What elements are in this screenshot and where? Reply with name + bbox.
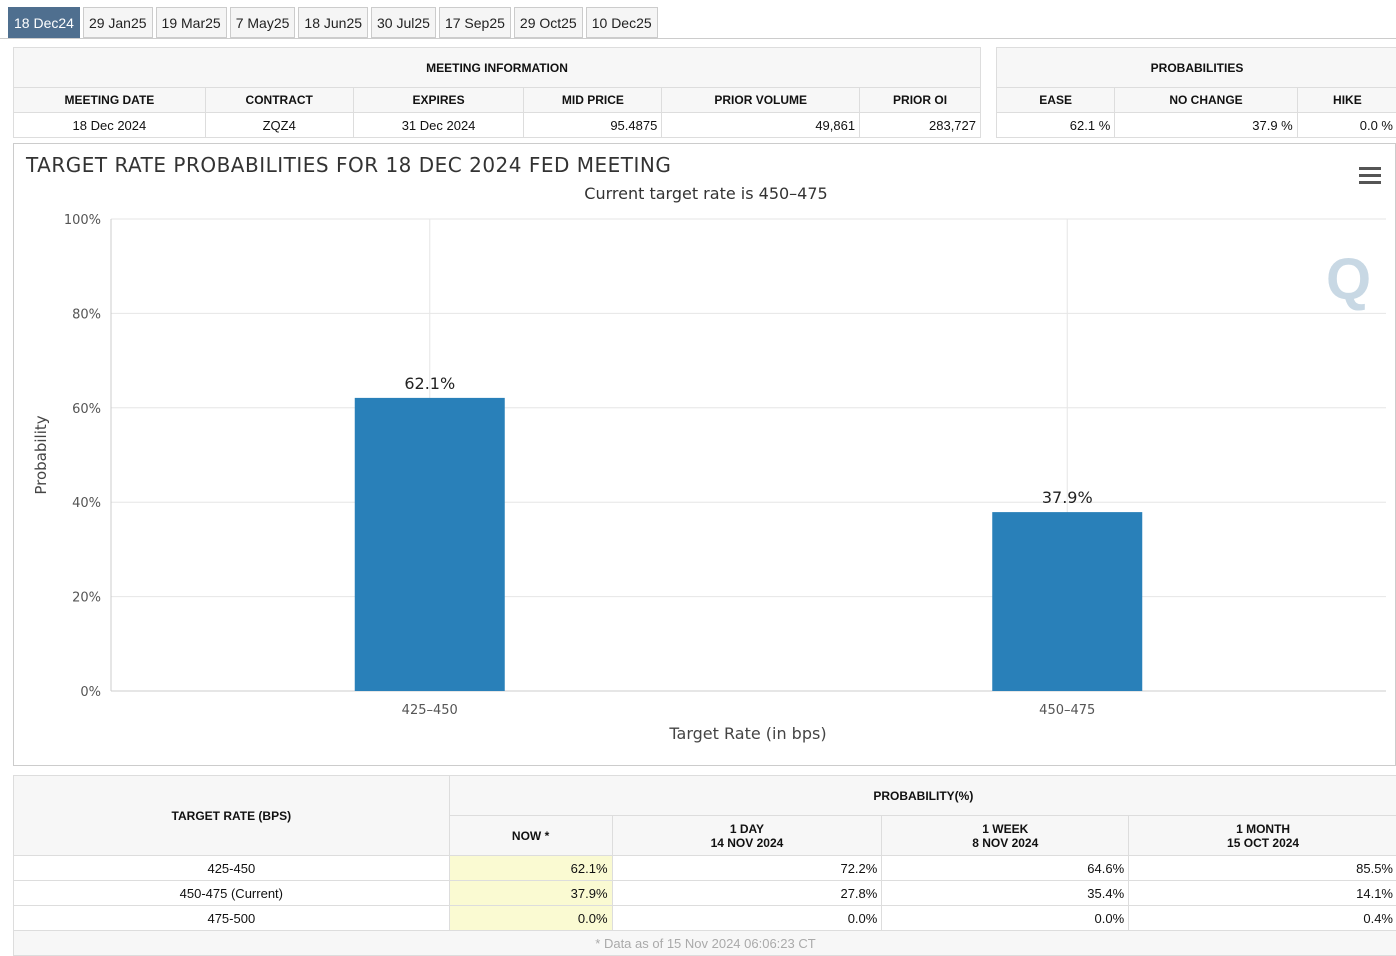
probability-cell: 62.1%	[448, 855, 613, 881]
target-rate-cell: 425-450	[13, 855, 450, 881]
history-col-header: 1 MONTH 15 OCT 2024	[1128, 815, 1396, 856]
probability-cell: 0.0%	[881, 905, 1130, 931]
target-rate-cell: 450-475 (Current)	[13, 880, 450, 906]
chart-panel: TARGET RATE PROBABILITIES FOR 18 DEC 202…	[13, 143, 1396, 766]
meeting-tabs: 18 Dec24 29 Jan25 19 Mar25 7 May25 18 Jun25 3…	[8, 7, 658, 38]
col-label: 1 WEEK	[982, 821, 1029, 836]
x-axis-title: Target Rate (in bps)	[668, 724, 826, 743]
col-label: 1 MONTH	[1236, 821, 1291, 836]
probability-cell: 37.9%	[448, 880, 613, 906]
meeting-info-header: MID PRICE	[523, 87, 663, 113]
meeting-info-header: MEETING DATE	[13, 87, 206, 113]
target-rate-header: TARGET RATE (BPS)	[13, 775, 450, 856]
probability-cell: 27.8%	[611, 880, 883, 906]
probability-cell: 0.0%	[611, 905, 883, 931]
y-tick-label: 80%	[72, 307, 101, 322]
footnote: * Data as of 15 Nov 2024 06:06:23 CT	[13, 930, 1396, 956]
probability-cell: 0.0%	[448, 905, 613, 931]
tab-29-oct25[interactable]: 29 Oct25	[513, 7, 583, 38]
x-tick-label: 425–450	[402, 703, 458, 718]
probabilities-header: NO CHANGE	[1114, 87, 1298, 113]
probability-cell: 0.4%	[1128, 905, 1396, 931]
chart-subtitle: Current target rate is 450–475	[584, 184, 827, 203]
tab-30-jul25[interactable]: 30 Jul25	[371, 7, 436, 38]
tab-7-may25[interactable]: 7 May25	[229, 7, 296, 38]
probability-cell: 64.6%	[881, 855, 1130, 881]
chart-title: TARGET RATE PROBABILITIES FOR 18 DEC 202…	[26, 153, 672, 177]
probabilities-header: EASE	[995, 87, 1116, 113]
tab-17-sep25[interactable]: 17 Sep25	[438, 7, 511, 38]
history-col-header: NOW *	[448, 815, 613, 856]
meeting-info-value: 49,861	[661, 112, 861, 138]
tab-18-dec24[interactable]: 18 Dec24	[8, 7, 80, 38]
history-col-header: 1 DAY 14 NOV 2024	[611, 815, 883, 856]
tab-19-mar25[interactable]: 19 Mar25	[155, 7, 227, 38]
table-row: 425-450 62.1% 72.2% 64.6% 85.5%	[13, 855, 1396, 881]
table-row: 475-500 0.0% 0.0% 0.0% 0.4%	[13, 905, 1396, 931]
meeting-info-header: PRIOR OI	[859, 87, 981, 113]
data-label: 37.9%	[1042, 488, 1093, 507]
col-date: 14 NOV 2024	[710, 835, 784, 850]
probabilities-value: 62.1 %	[995, 112, 1116, 138]
probabilities-value: 0.0 %	[1296, 112, 1396, 138]
y-tick-label: 0%	[80, 685, 101, 700]
divider	[0, 38, 1396, 39]
probabilities-table: PROBABILITIES EASE NO CHANGE HIKE 62.1 % 37.…	[995, 47, 1396, 138]
probabilities-title: PROBABILITIES	[996, 47, 1396, 88]
col-date: 15 OCT 2024	[1227, 835, 1300, 850]
y-tick-label: 40%	[72, 496, 101, 511]
y-tick-label: 60%	[72, 402, 101, 417]
meeting-info-value: 31 Dec 2024	[352, 112, 525, 138]
col-label: NOW *	[511, 828, 550, 843]
col-label: 1 DAY	[729, 821, 765, 836]
meeting-info-header: PRIOR VOLUME	[661, 87, 861, 113]
probabilities-value: 37.9 %	[1114, 112, 1298, 138]
probability-cell: 35.4%	[881, 880, 1130, 906]
meeting-info-value: 95.4875	[523, 112, 663, 138]
data-label: 62.1%	[404, 374, 455, 393]
meeting-info-value: 18 Dec 2024	[13, 112, 206, 138]
table-row: 450-475 (Current) 37.9% 27.8% 35.4% 14.1%	[13, 880, 1396, 906]
watermark-logo-icon: Q	[1326, 247, 1371, 312]
probability-history-table: TARGET RATE (BPS) PROBABILITY(%) NOW * 1 D…	[13, 775, 1396, 956]
hamburger-menu-icon[interactable]	[1359, 167, 1381, 184]
bar-450–475[interactable]	[992, 512, 1143, 691]
y-tick-label: 100%	[64, 213, 101, 228]
meeting-information-table: MEETING INFORMATION MEETING DATE CONTRACT…	[13, 47, 981, 138]
target-rate-cell: 475-500	[13, 905, 450, 931]
probability-cell: 14.1%	[1128, 880, 1396, 906]
history-col-header: 1 WEEK 8 NOV 2024	[881, 815, 1130, 856]
meeting-info-value: 283,727	[859, 112, 981, 138]
tab-10-dec25[interactable]: 10 Dec25	[585, 7, 658, 38]
y-axis-title: Probability	[32, 415, 50, 494]
probability-cell: 72.2%	[611, 855, 883, 881]
col-date: 8 NOV 2024	[972, 835, 1039, 850]
bar-425–450[interactable]	[354, 397, 505, 691]
meeting-info-title: MEETING INFORMATION	[13, 47, 981, 88]
x-tick-label: 450–475	[1039, 703, 1095, 718]
probability-header: PROBABILITY(%)	[448, 775, 1396, 816]
tab-18-jun25[interactable]: 18 Jun25	[298, 7, 369, 38]
tab-29-jan25[interactable]: 29 Jan25	[82, 7, 153, 38]
y-tick-label: 20%	[72, 591, 101, 606]
probability-cell: 85.5%	[1128, 855, 1396, 881]
meeting-info-header: EXPIRES	[352, 87, 525, 113]
meeting-info-header: CONTRACT	[204, 87, 354, 113]
bar-chart: Current target rate is 450–475 0% 20% 40% 60…	[32, 167, 1386, 743]
probabilities-header: HIKE	[1296, 87, 1396, 113]
meeting-info-value: ZQZ4	[204, 112, 354, 138]
